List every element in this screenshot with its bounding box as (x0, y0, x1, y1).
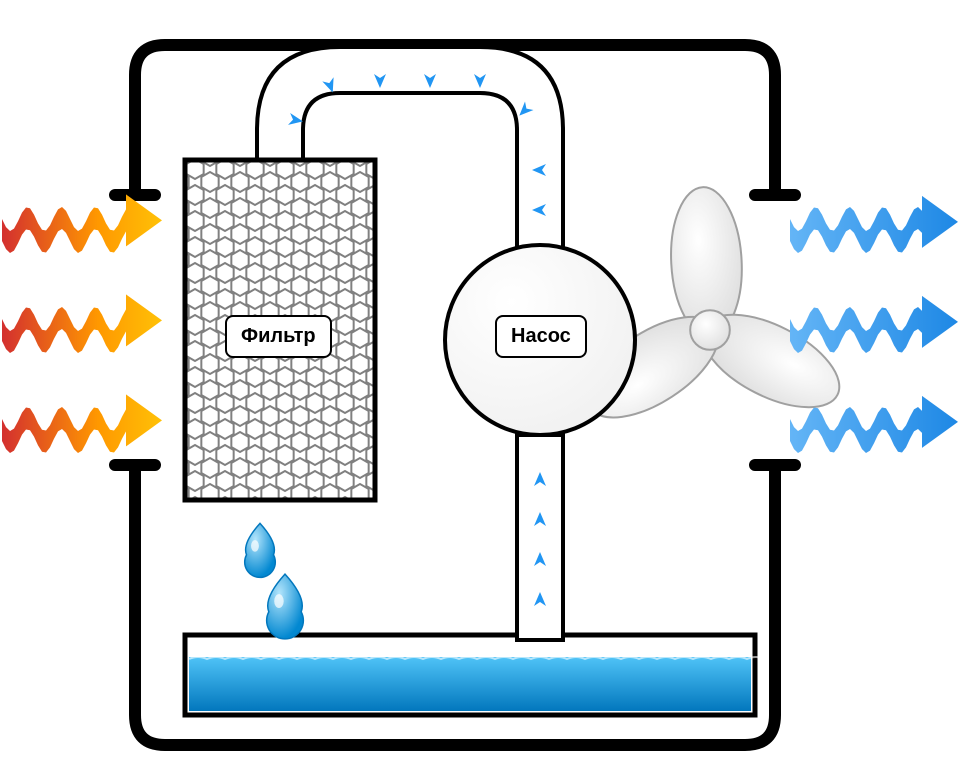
hot-air-arrow-icon (2, 194, 162, 253)
pipe-intake (517, 435, 563, 640)
hot-air-arrow-icon (2, 294, 162, 353)
diagram-svg (0, 0, 970, 784)
hot-air-arrow-icon (2, 394, 162, 453)
water-drop-icon (245, 523, 276, 577)
pump-label: Насос (495, 315, 587, 358)
diagram-container: Фильтр Насос (0, 0, 970, 784)
filter-label: Фильтр (225, 315, 332, 358)
water-drop-icon (267, 574, 304, 639)
cold-air-arrow-icon (790, 196, 958, 253)
cold-air-arrow-icon (790, 296, 958, 353)
